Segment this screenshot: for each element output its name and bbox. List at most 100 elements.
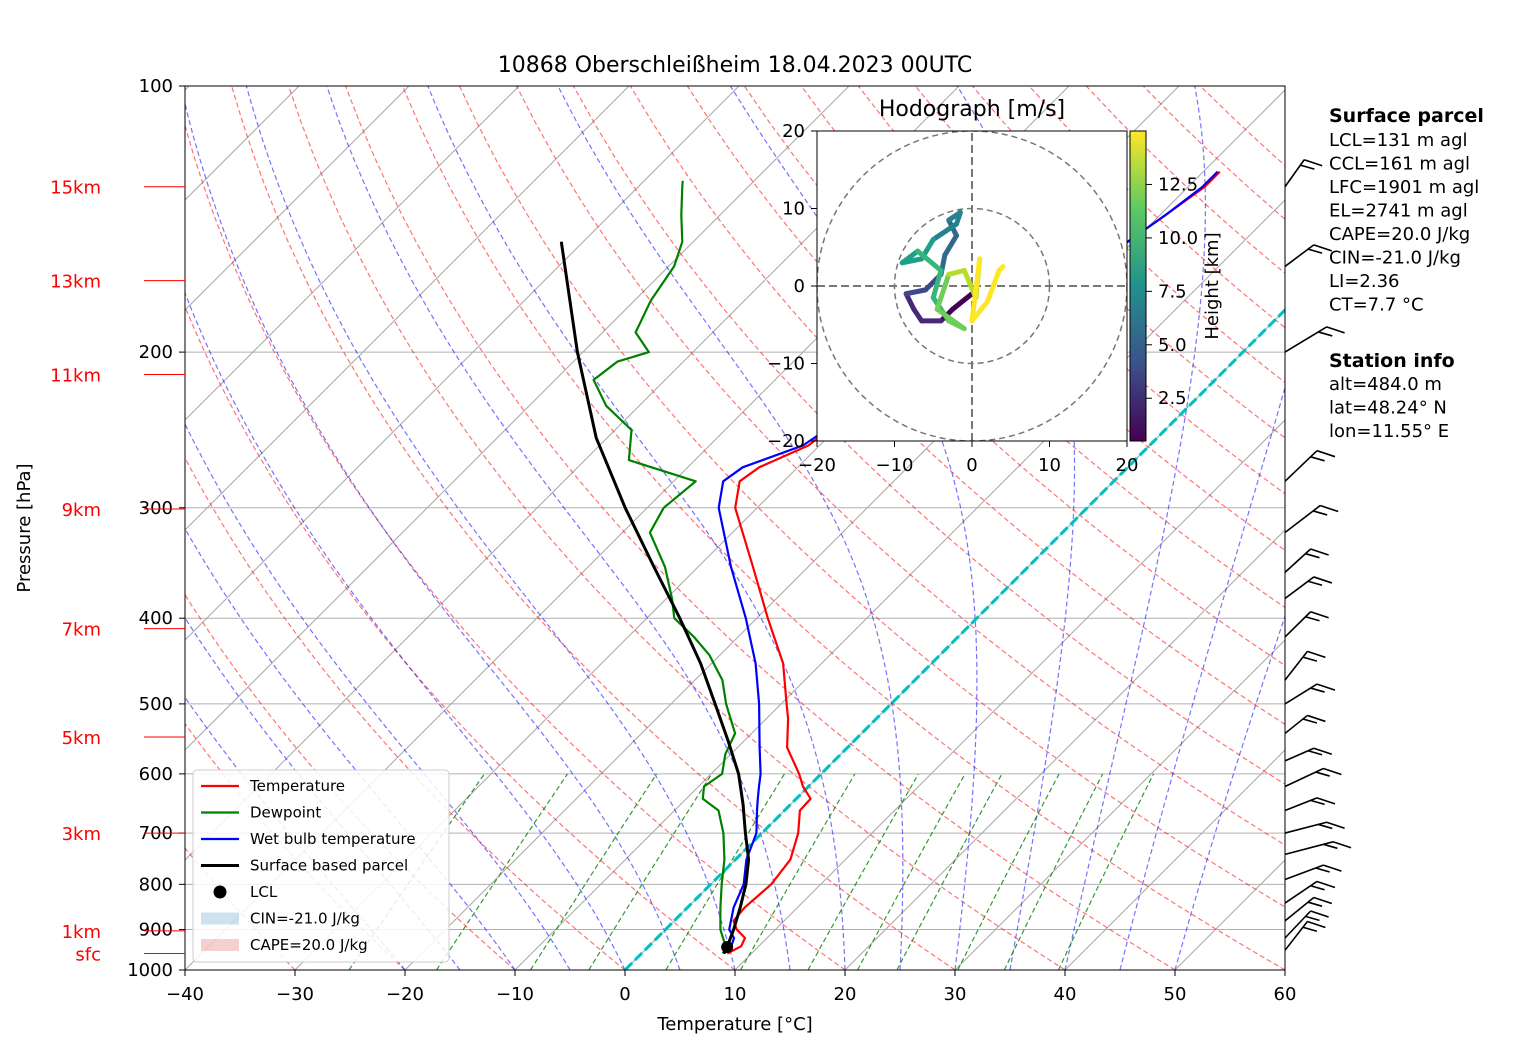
moist-adiabat xyxy=(427,86,846,970)
legend-label: Surface based parcel xyxy=(250,857,408,875)
surface-parcel-line: CT=7.7 °C xyxy=(1329,295,1424,316)
wind-barb-flag xyxy=(1305,616,1320,622)
moist-adiabat xyxy=(185,291,626,970)
isotherm-line xyxy=(954,639,1285,970)
surface-parcel-line: LFC=1901 m agl xyxy=(1329,177,1479,198)
isotherm-line xyxy=(185,86,520,421)
isotherm-line xyxy=(185,86,410,311)
hodograph-segment xyxy=(899,248,921,266)
wind-barb-flag xyxy=(1313,747,1333,756)
dewpoint-line xyxy=(592,180,737,954)
height-label: 11km xyxy=(50,365,101,386)
hodograph: −20 −10 0 10 20 20 10 0 −10 −20 Hodograph [m/s] 2… xyxy=(767,97,1223,476)
wind-barb xyxy=(1284,797,1336,812)
x-tick-label: 40 xyxy=(1054,984,1077,1005)
wind-barb-staff xyxy=(1284,159,1305,188)
y-tick-label: 900 xyxy=(139,920,173,941)
parcel-line xyxy=(559,241,751,955)
wind-barb xyxy=(1284,767,1342,788)
wind-barb-flag xyxy=(1323,767,1342,776)
station-info-line: alt=484.0 m xyxy=(1329,374,1442,395)
colorbar-ticks: 2.5 5.0 7.5 10.0 12.5 xyxy=(1146,174,1198,409)
wind-barb-flag xyxy=(1319,504,1339,513)
moist-adiabat xyxy=(557,86,904,970)
surface-parcel-line: LCL=131 m agl xyxy=(1329,130,1468,151)
hodograph-segment xyxy=(934,271,952,312)
wind-barb xyxy=(1284,821,1345,834)
wind-barb-staff xyxy=(1284,864,1324,881)
y-tick-label: 1000 xyxy=(127,960,173,981)
mixing-ratio-line xyxy=(740,773,856,970)
wind-barb-flag xyxy=(1326,821,1345,830)
hodograph-y-tick-label: −10 xyxy=(767,354,805,375)
wind-barb xyxy=(1284,244,1333,268)
y-tick-label: 400 xyxy=(139,608,173,629)
wind-barb xyxy=(1284,158,1323,188)
wind-barb-flag xyxy=(1302,718,1318,724)
wind-barb-flag xyxy=(1307,650,1326,659)
height-label: sfc xyxy=(75,945,101,966)
wind-barb xyxy=(1284,841,1352,856)
lcl-marker xyxy=(721,941,734,954)
hodograph-segment xyxy=(950,291,975,312)
wind-barb-staff xyxy=(1284,921,1309,951)
mixing-ratio-line xyxy=(530,773,658,970)
wind-barb xyxy=(1284,504,1339,534)
hodograph-segment xyxy=(996,264,1006,273)
moist-adiabat xyxy=(185,101,681,970)
dry-adiabat xyxy=(515,86,1285,846)
wind-barb-staff xyxy=(1284,797,1318,812)
surface-parcel-line: CAPE=20.0 J/kg xyxy=(1329,224,1470,245)
dry-adiabat xyxy=(401,86,1285,970)
wind-barb-staff xyxy=(1284,244,1315,268)
mixing-ratio-line xyxy=(896,773,1003,970)
wind-barb-flag xyxy=(1316,683,1336,691)
height-label: 5km xyxy=(62,728,101,749)
dry-adiabat xyxy=(572,86,1285,785)
wind-barb-flag xyxy=(1316,880,1336,889)
legend-label: LCL xyxy=(250,883,278,901)
legend-box xyxy=(192,769,450,963)
wind-barb xyxy=(1284,714,1326,735)
wind-barb xyxy=(1284,449,1336,482)
dry-adiabat xyxy=(185,305,736,970)
wind-barb-flag xyxy=(1310,799,1325,806)
x-tick-label: −40 xyxy=(166,984,204,1005)
wind-barb-staff xyxy=(1284,576,1315,600)
isotherm-line xyxy=(185,86,630,531)
dry-adiabat xyxy=(231,86,956,970)
hodograph-ticks: −20 −10 0 10 20 20 10 0 −10 −20 xyxy=(767,121,1138,476)
wind-barb-staff xyxy=(1284,896,1315,922)
hodograph-segment xyxy=(903,287,928,297)
hodograph-y-tick-label: −20 xyxy=(767,431,805,452)
isotherm-line xyxy=(734,419,1285,970)
colorbar-tick-label: 10.0 xyxy=(1158,228,1198,249)
x-tick-label: −30 xyxy=(276,984,314,1005)
wind-barb-flag xyxy=(1313,576,1333,584)
dry-adiabat xyxy=(185,123,846,970)
wind-barbs xyxy=(1284,158,1352,951)
wind-barb-flag xyxy=(1313,244,1333,252)
wind-barb-staff xyxy=(1284,450,1318,482)
wind-barb-staff xyxy=(1284,910,1312,939)
wind-barb-staff xyxy=(1284,880,1318,904)
hodograph-segment xyxy=(930,221,959,242)
wind-barb-staff xyxy=(1284,683,1318,705)
hodograph-x-tick-label: −20 xyxy=(798,455,836,476)
wind-barb-flag xyxy=(1310,687,1325,693)
moist-adiabat xyxy=(245,86,736,970)
wind-barb-staff xyxy=(1284,841,1334,856)
wind-barb-staff xyxy=(1284,611,1312,638)
station-info-heading: Station info xyxy=(1329,350,1455,372)
wind-barb-flag xyxy=(1316,797,1336,805)
wind-barb-flag xyxy=(1307,901,1323,907)
y-tick-label: 500 xyxy=(139,694,173,715)
hodograph-x-tick-label: 10 xyxy=(1038,455,1061,476)
wind-barb-staff xyxy=(1284,747,1315,762)
station-info-line: lat=48.24° N xyxy=(1329,398,1447,419)
hodograph-y-tick-label: 20 xyxy=(782,121,805,142)
wind-barb-flag xyxy=(1305,915,1320,922)
mixing-ratio-line xyxy=(857,773,966,970)
hodograph-segment xyxy=(934,306,967,332)
